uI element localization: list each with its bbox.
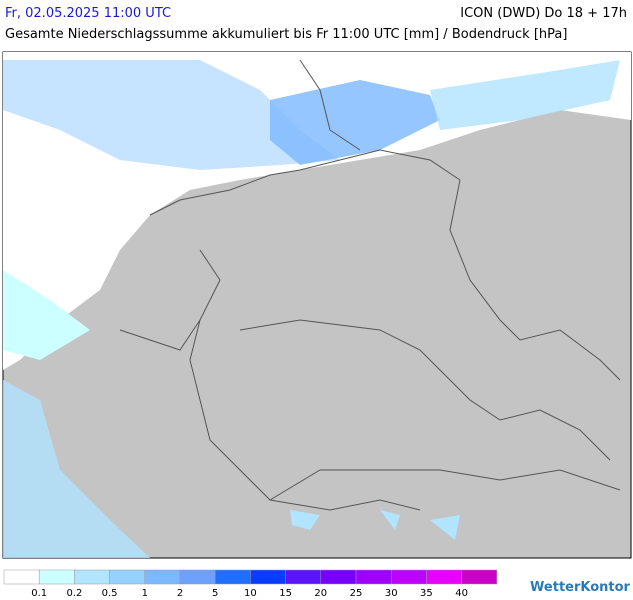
legend-swatch [74, 569, 110, 585]
legend-swatch [3, 569, 40, 585]
legend-swatch [144, 569, 181, 585]
precip-area [270, 80, 440, 165]
legend-swatch [285, 569, 322, 585]
legend-swatch [355, 569, 392, 585]
legend-label: 25 [350, 588, 363, 599]
borders [119, 59, 621, 511]
legend-label: 30 [385, 588, 398, 599]
subtitle: Gesamte Niederschlagssumme akkumuliert b… [5, 27, 568, 42]
datetime: Fr, 02.05.2025 11:00 UTC [5, 6, 172, 21]
precip-area [290, 510, 460, 540]
model-run: ICON (DWD) Do 18 + 17h [460, 6, 627, 21]
legend-swatch [426, 569, 462, 585]
legend-swatch [179, 569, 216, 585]
legend-label: 1 [142, 588, 148, 599]
legend-swatch [320, 569, 357, 585]
legend-swatch [38, 569, 75, 585]
brand: WetterKontor [530, 580, 631, 595]
legend-swatch [214, 569, 251, 585]
legend-label: 40 [455, 588, 468, 599]
legend-label: 5 [212, 588, 218, 599]
precip-area [3, 270, 90, 360]
map [2, 51, 632, 559]
legend-label: 15 [279, 588, 292, 599]
precip-area [3, 60, 340, 170]
legend-label: 20 [314, 588, 327, 599]
legend-swatch [250, 569, 286, 585]
legend: WetterKontor 0.1 0.2 0.5 1 2 5 10 15 20 25 30 35 40 [3, 569, 631, 599]
legend-swatch [390, 569, 427, 585]
legend-label: 0.2 [66, 588, 82, 599]
legend-label: 10 [244, 588, 257, 599]
legend-label: 0.5 [102, 588, 118, 599]
legend-label: 0.1 [31, 588, 47, 599]
legend-swatch [109, 569, 146, 585]
legend-label: 35 [420, 588, 433, 599]
precip-area [3, 380, 150, 558]
legend-swatch [461, 569, 498, 585]
precip-area [430, 60, 620, 130]
legend-label: 2 [177, 588, 183, 599]
